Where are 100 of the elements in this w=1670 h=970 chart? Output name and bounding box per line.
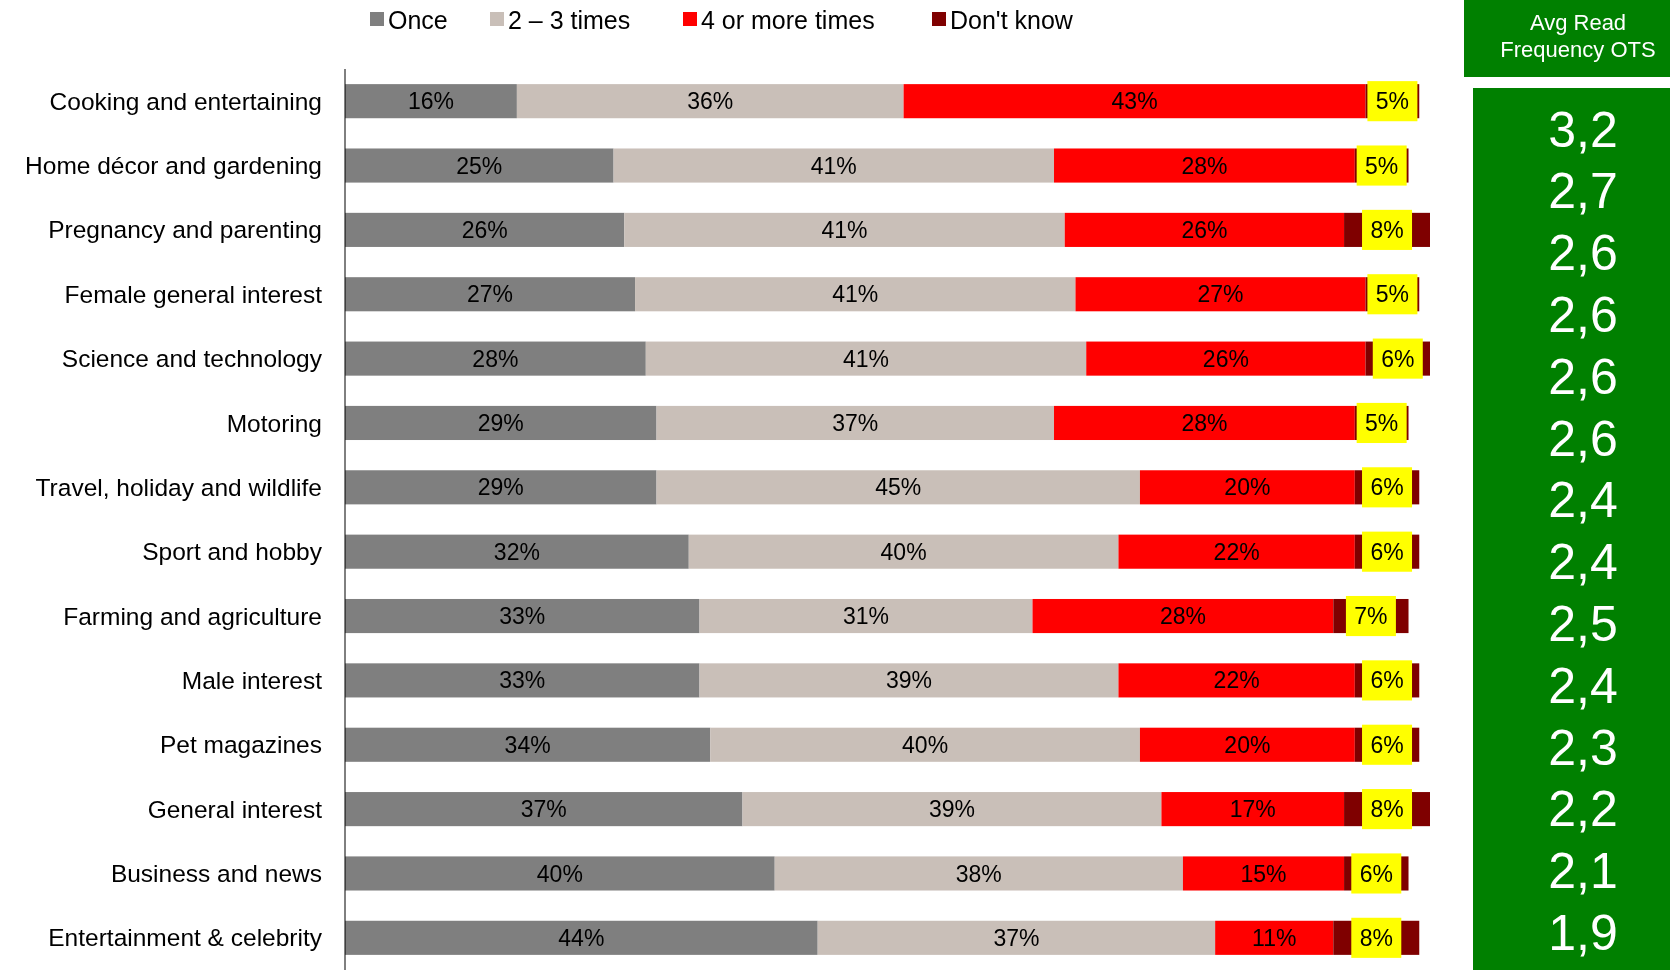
data-label: 31% [842, 603, 890, 630]
bar [699, 598, 1033, 634]
bar [710, 727, 1140, 762]
text: 2,3 [1548, 719, 1618, 776]
data-label: 38% [955, 860, 1002, 887]
data-label: 32% [493, 538, 540, 565]
text: 2,6 [1548, 410, 1618, 467]
bar [699, 663, 1119, 698]
text: 2,6 [1548, 286, 1618, 343]
bar [516, 84, 904, 119]
text: 2,5 [1548, 595, 1618, 652]
text: 1,9 [1548, 904, 1618, 961]
legend-label: Don't know [950, 5, 1074, 34]
bar [656, 405, 1055, 441]
bar [345, 84, 517, 119]
y-tick-label: Science and technology [61, 345, 323, 373]
data-label: 41% [842, 345, 890, 372]
bar [903, 84, 1366, 119]
text: 3,2 [1548, 101, 1618, 158]
bar [345, 663, 700, 698]
bar [1182, 856, 1345, 891]
data-label: 34% [504, 731, 551, 758]
bar [1139, 727, 1355, 762]
data-label: 22% [1213, 667, 1260, 694]
bar [1075, 277, 1366, 312]
data-label: 6% [1381, 345, 1415, 372]
text: 2,7 [1548, 163, 1618, 220]
data-label: 40% [880, 538, 927, 565]
data-label: 28% [1181, 152, 1228, 179]
bar [345, 598, 700, 634]
legend-label: 2 – 3 times [508, 5, 631, 34]
bar [1064, 212, 1345, 247]
text: 2,4 [1548, 534, 1618, 591]
bar [345, 405, 657, 441]
data-label: 8% [1359, 924, 1393, 951]
bar [1054, 148, 1355, 183]
bar [624, 212, 1065, 247]
data-label: 41% [832, 281, 879, 308]
bar [774, 856, 1183, 891]
bar [345, 148, 614, 183]
bar [613, 148, 1055, 183]
bar [656, 470, 1140, 505]
legend-label: Once [388, 5, 448, 34]
bar [345, 856, 775, 891]
data-label: 40% [902, 731, 949, 758]
data-label: 39% [928, 796, 975, 823]
data-label: 43% [1111, 88, 1158, 115]
y-tick-label: Pregnancy and parenting [48, 216, 322, 244]
y-tick-label: Sport and hobby [142, 538, 323, 566]
y-tick-label: Motoring [226, 409, 322, 437]
data-label: 45% [875, 474, 922, 501]
y-tick-label: Travel, holiday and wildlife [35, 473, 322, 501]
bar [1215, 920, 1334, 955]
bar [688, 534, 1119, 569]
data-label: 11% [1252, 924, 1297, 951]
data-label: 26% [1181, 216, 1228, 243]
bar [345, 212, 625, 247]
data-label: 28% [1159, 603, 1206, 630]
data-label: 6% [1370, 538, 1404, 565]
data-label: 37% [832, 410, 879, 437]
text: 2,2 [1548, 781, 1618, 838]
y-tick-label: Male interest [181, 666, 323, 694]
data-label: 25% [456, 152, 503, 179]
data-label: 6% [1370, 667, 1404, 694]
data-label: 41% [810, 152, 857, 179]
bar [1118, 534, 1355, 569]
bar [345, 920, 818, 955]
bar [345, 534, 689, 569]
bar [345, 277, 636, 312]
bar [742, 792, 1162, 827]
data-label: 36% [687, 88, 734, 115]
bar [345, 792, 743, 827]
data-label: 27% [467, 281, 514, 308]
data-label: 29% [477, 474, 524, 501]
data-label: 8% [1370, 796, 1404, 823]
data-label: 41% [821, 216, 868, 243]
data-label: 27% [1197, 281, 1244, 308]
data-label: 44% [558, 924, 605, 951]
data-label: 29% [477, 410, 524, 437]
data-label: 39% [885, 667, 933, 694]
text: 2,6 [1548, 225, 1618, 282]
data-label: 17% [1229, 796, 1276, 823]
data-label: 28% [472, 345, 519, 372]
y-tick-label: Pet magazines [159, 731, 322, 759]
y-tick-label: Farming and agriculture [63, 602, 322, 630]
bar [345, 470, 657, 505]
y-tick-label: Cooking and entertaining [49, 87, 322, 115]
text: 2,1 [1548, 843, 1618, 900]
data-label: 20% [1224, 474, 1271, 501]
data-label: 8% [1370, 216, 1404, 243]
data-label: 37% [520, 796, 567, 823]
bar [1086, 341, 1366, 376]
data-label: 26% [1202, 345, 1249, 372]
bar [817, 920, 1216, 955]
bar [1032, 598, 1334, 634]
bar [635, 277, 1076, 312]
bar [1054, 405, 1355, 441]
data-label: 33% [499, 603, 546, 630]
bar [1118, 663, 1355, 698]
text: 2,4 [1548, 472, 1618, 529]
